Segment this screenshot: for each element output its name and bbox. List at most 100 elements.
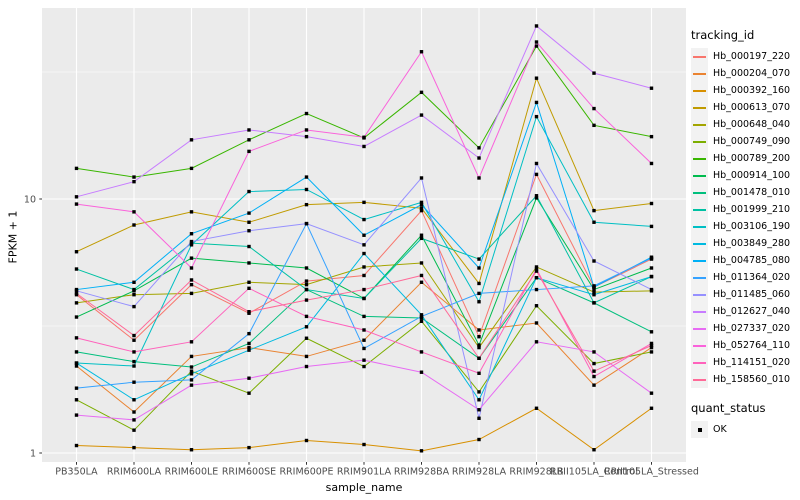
data-point [419,280,424,284]
data-point [477,390,481,394]
legend-line-swatch-icon [693,310,706,313]
data-point [534,40,539,44]
legend-line-swatch-icon [693,191,706,194]
x-axis-title: sample_name [325,481,403,494]
data-point [592,383,596,387]
data-point [247,345,251,350]
legend-key [691,235,708,252]
data-point [304,266,309,270]
data-point [419,202,424,207]
x-tick-label: RRIM600SE [222,467,276,478]
x-tick-label: RRIM901LA [337,467,392,478]
data-point [189,383,194,387]
data-point [132,175,136,179]
data-point [189,448,194,452]
x-tick-label: PB350LA [55,467,98,478]
data-point [132,338,136,342]
data-point [189,266,194,270]
data-point [362,442,366,447]
legend-entry: Hb_158560_010 [691,371,799,388]
data-point [534,161,539,166]
data-point [592,369,596,373]
data-point [419,314,424,319]
x-tick-label: RRIM600LA [107,467,162,478]
legend-key [691,320,708,337]
data-point [189,243,194,247]
data-point [247,128,251,132]
legend-entry-label: Hb_003849_280 [713,238,791,249]
data-point [649,256,654,260]
data-point [534,76,539,80]
data-point [534,287,539,292]
legend-line-swatch-icon [693,89,706,92]
data-point [362,265,366,269]
legend-entry-label: Hb_000749_090 [713,136,791,147]
legend-key [691,354,708,371]
data-point [592,448,596,452]
legend-entry: Hb_000392_160 [691,82,799,99]
data-point [132,398,136,402]
data-point [189,291,194,296]
data-point [362,328,366,332]
legend-entry: Hb_004785_080 [691,252,799,269]
legend-line-swatch-icon [693,140,706,143]
data-point [592,290,596,294]
legend-entry: Hb_012627_040 [691,303,799,320]
data-point [74,289,79,293]
x-tick-label: RRIM928BA [394,467,450,478]
data-point [419,50,424,54]
legend-key [691,286,708,303]
data-point [247,220,251,224]
data-point [419,449,424,453]
data-point [132,359,136,364]
data-point [592,220,596,224]
legend-entry: Hb_114151_020 [691,354,799,371]
data-point [477,281,481,286]
legend-line-swatch-icon [693,225,706,228]
data-point [304,364,309,369]
legend-line-swatch-icon [693,106,706,109]
data-point [477,356,481,360]
data-point [419,370,424,374]
data-point [649,134,654,139]
data-point [247,391,251,395]
legend-key [691,303,708,320]
data-point [419,206,424,210]
data-point [592,350,596,354]
data-point [304,221,309,226]
legend-entry: Hb_052764_110 [691,337,799,354]
data-point [419,236,424,241]
data-point [534,114,539,119]
data-point [247,244,251,249]
data-point [419,176,424,180]
legend-entry: Hb_000749_090 [691,133,799,150]
data-point [132,287,136,292]
legend-entry: Hb_001478_010 [691,184,799,201]
data-point [304,336,309,340]
legend-entry: Hb_027337_020 [691,320,799,337]
data-point [74,386,79,390]
data-point [362,233,366,237]
legend-line-swatch-icon [693,361,706,364]
data-point [419,208,424,213]
data-point [74,315,79,319]
legend-entry: Hb_000914_100 [691,167,799,184]
legend-entry-label: Hb_011485_060 [713,289,791,300]
data-point [649,406,654,410]
data-point [132,210,136,214]
data-point [304,282,309,287]
data-point [74,202,79,206]
data-point [247,331,251,336]
data-point [477,371,481,375]
data-point [649,201,654,206]
data-point [649,266,654,270]
data-point [74,350,79,354]
data-point [477,266,481,270]
data-point [592,301,596,305]
legend-entry-label: Hb_012627_040 [713,306,791,317]
data-point [362,251,366,256]
data-point [477,398,481,402]
data-point [247,211,251,215]
data-point [477,328,481,332]
y-tick-label: 10 [24,195,36,206]
